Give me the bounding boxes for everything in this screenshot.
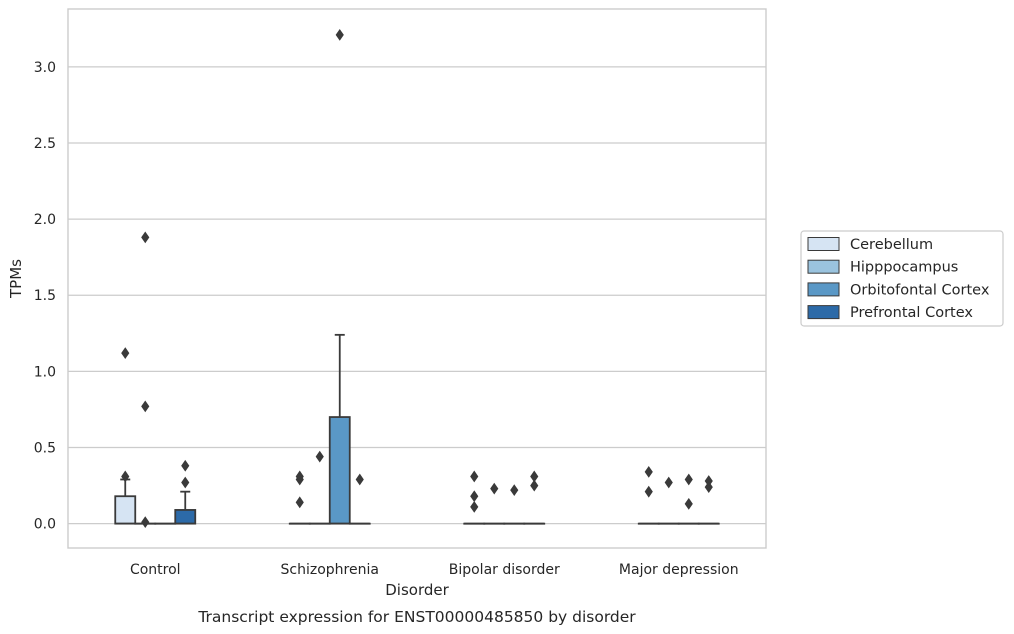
box: [328, 28, 351, 525]
legend-frame: [800, 230, 1004, 327]
box-body: [328, 416, 351, 525]
outlier-point: [315, 450, 324, 463]
box: [174, 459, 197, 525]
outlier-point: [530, 470, 539, 483]
y-tick-label: 0.0: [34, 517, 56, 533]
y-tick-label: 2.5: [34, 136, 56, 152]
outlier-point: [644, 465, 653, 478]
grid-lines: [68, 66, 766, 525]
outlier-point: [121, 470, 130, 483]
legend-swatch: [807, 305, 840, 320]
outlier-point: [141, 400, 150, 413]
box-body: [114, 495, 137, 525]
legend-label: Prefrontal Cortex: [850, 305, 973, 321]
outlier-point: [704, 481, 713, 493]
box-series: [114, 28, 720, 529]
outlier-point: [181, 476, 190, 489]
y-tick-label: 3.0: [34, 60, 56, 76]
legend-swatch: [807, 237, 840, 251]
chart-caption: Transcript expression for ENST0000048585…: [197, 608, 636, 626]
box: [483, 482, 506, 525]
outlier-point: [644, 485, 653, 498]
legend: Cerebellum Hipppocampus Orbitofontal Corte…: [800, 230, 1004, 327]
outlier-point: [510, 484, 519, 497]
box: [677, 473, 700, 525]
outlier-point: [295, 496, 304, 509]
outlier-point: [704, 475, 713, 487]
x-axis-label: Disorder: [385, 581, 449, 599]
legend-swatch: [807, 282, 840, 297]
box: [308, 450, 331, 525]
box: [637, 465, 660, 525]
y-axis-label: TPMs: [7, 259, 25, 299]
y-tick-label: 2.0: [34, 212, 56, 228]
y-tick-label: 1.0: [34, 364, 56, 380]
x-axis-ticks: Control Schizophrenia Bipolar disorder Majo…: [130, 562, 739, 578]
y-axis-ticks: 0.0 0.5 1.0 1.5 2.0 2.5 3.0: [34, 60, 56, 533]
outlier-point: [295, 470, 304, 483]
outlier-point: [470, 500, 479, 513]
outlier-point: [335, 28, 344, 41]
plot-frame: [67, 8, 767, 549]
box: [114, 347, 137, 525]
legend-label: Cerebellum: [850, 237, 933, 253]
outlier-point: [664, 476, 673, 489]
box: [523, 470, 546, 525]
x-tick-label: Control: [130, 562, 181, 578]
x-tick-label: Bipolar disorder: [449, 562, 560, 578]
outlier-point: [684, 473, 693, 486]
outlier-point: [121, 347, 130, 360]
box: [134, 231, 157, 529]
outlier-point: [530, 479, 539, 492]
legend-swatch: [807, 259, 840, 274]
y-tick-label: 1.5: [34, 288, 56, 304]
box-body: [174, 509, 197, 525]
outlier-point: [684, 497, 693, 510]
box: [348, 473, 371, 525]
outlier-point: [181, 459, 190, 472]
outlier-point: [490, 482, 499, 495]
outlier-point: [141, 516, 150, 529]
outlier-point: [355, 473, 364, 486]
box: [697, 475, 720, 525]
outlier-point: [470, 470, 479, 483]
box: [503, 484, 526, 525]
legend-label: Orbitofontal Cortex: [850, 282, 990, 298]
box: [657, 476, 680, 525]
box: [463, 470, 486, 525]
x-tick-label: Schizophrenia: [281, 562, 379, 578]
y-tick-label: 0.5: [34, 441, 56, 457]
outlier-point: [141, 231, 150, 244]
box: [288, 470, 311, 525]
outlier-point: [470, 490, 479, 503]
legend-label: Hipppocampus: [850, 260, 958, 276]
x-tick-label: Major depression: [619, 562, 739, 578]
